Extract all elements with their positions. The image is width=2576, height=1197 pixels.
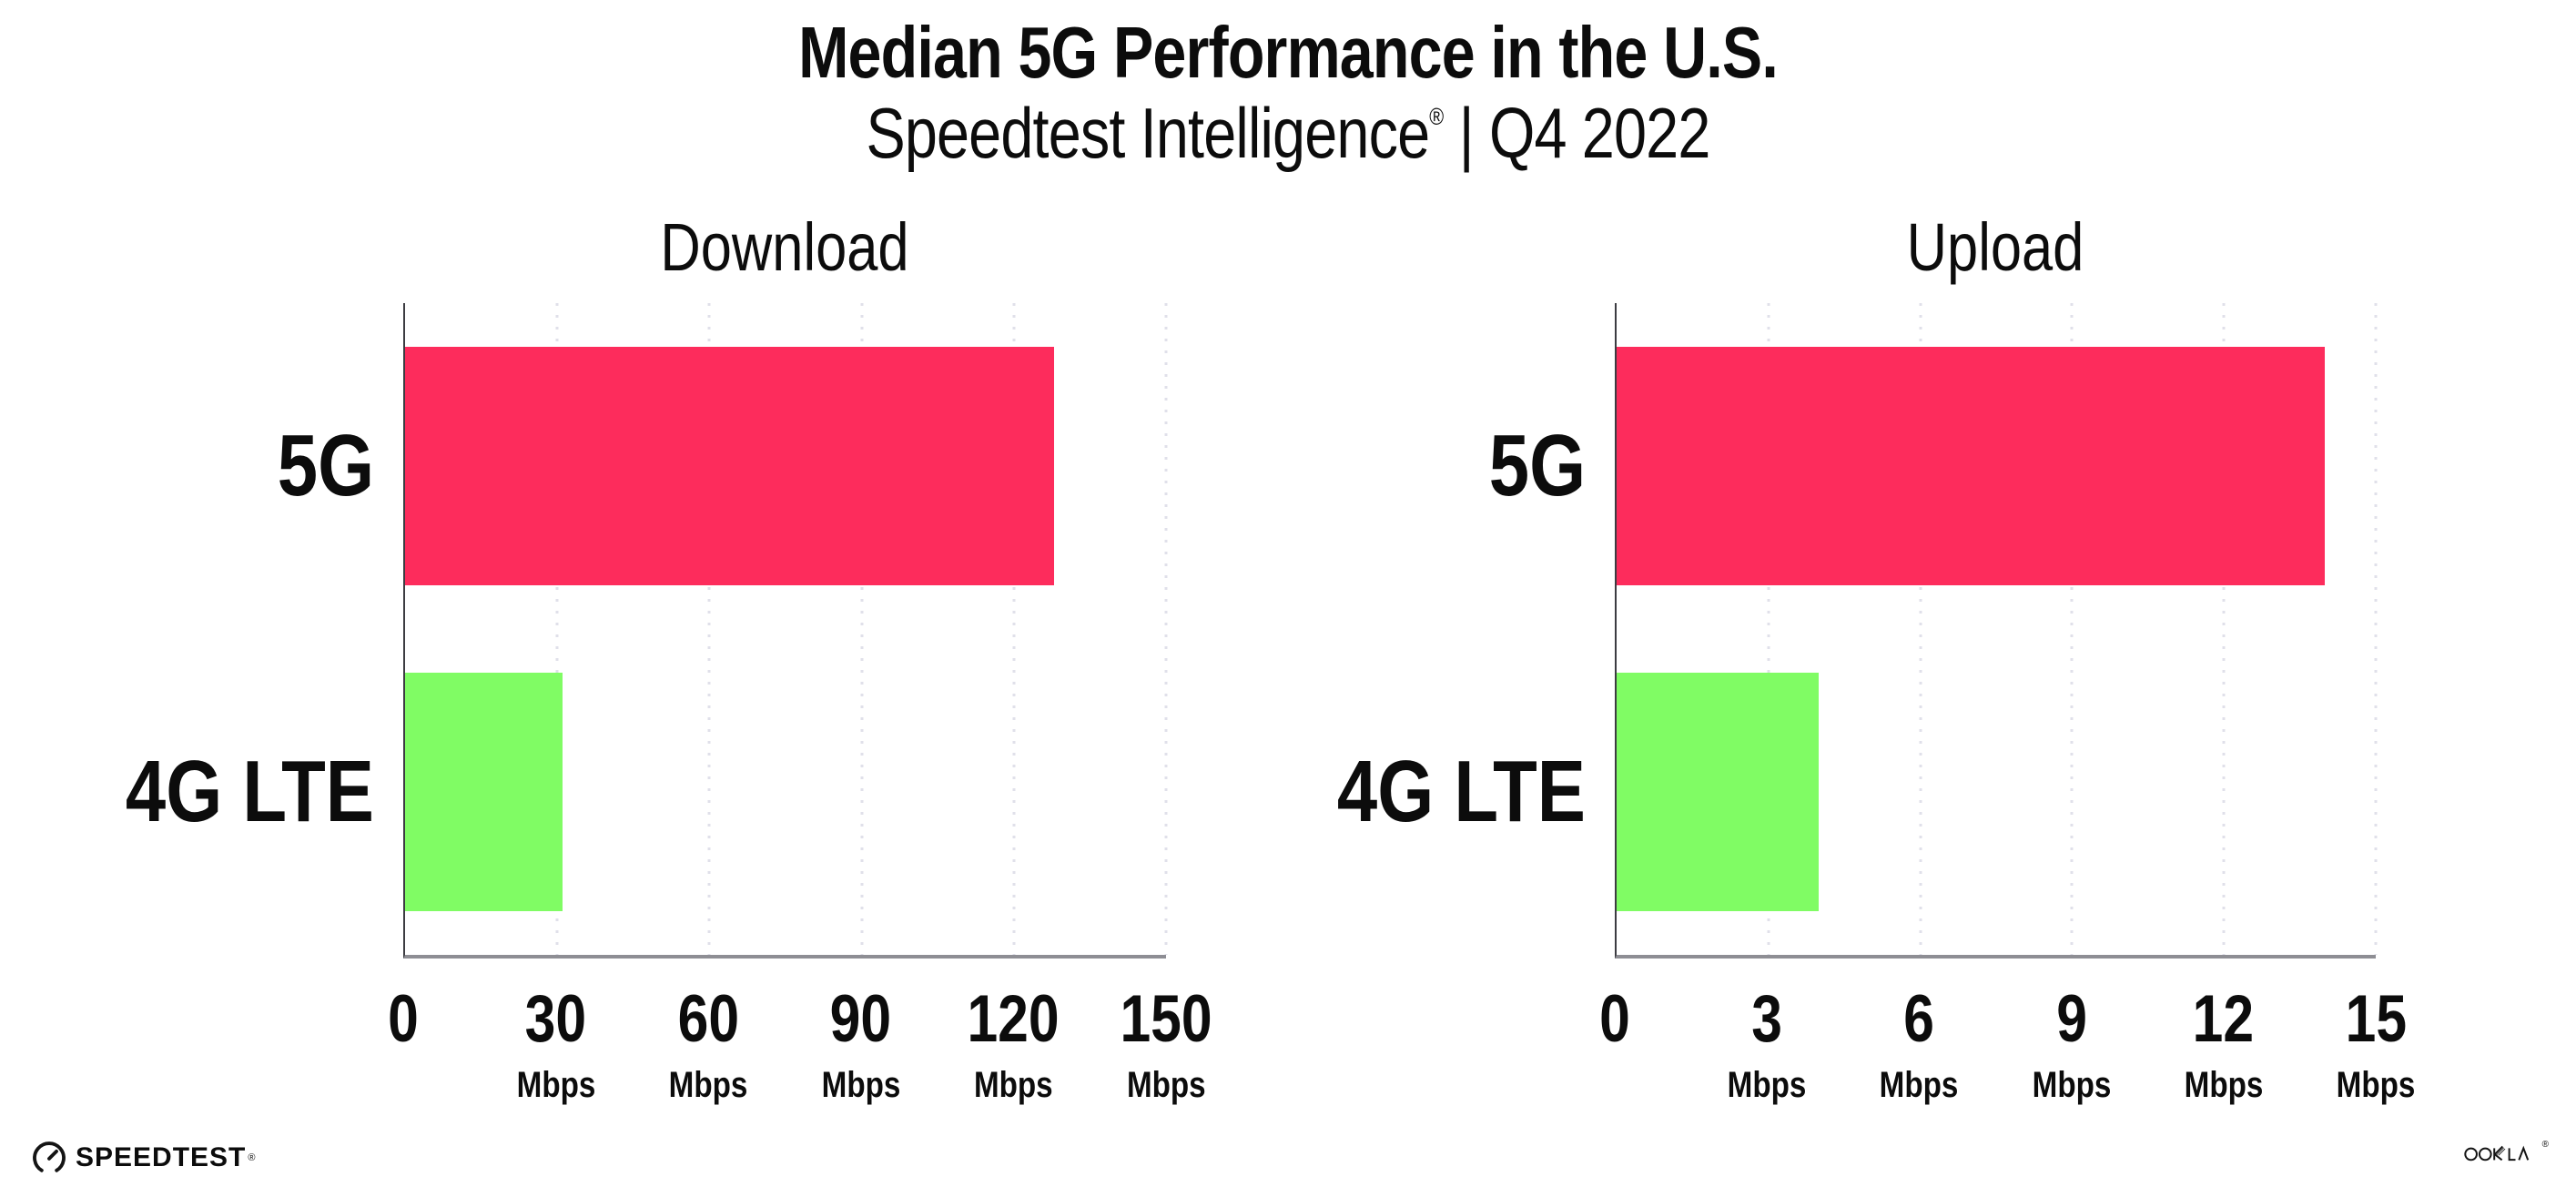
subtitle-brand: Speedtest Intelligence bbox=[866, 93, 1430, 173]
gridline-60-mbps bbox=[707, 303, 711, 955]
ookla-registered-mark: ® bbox=[2541, 1140, 2549, 1150]
bar-4g-lte-upload bbox=[1617, 673, 1820, 911]
download-chart: Download 5G 4G LTE 0 30 Mbps 60 Mbps 90 Mbps 120 Mb… bbox=[126, 214, 1212, 1104]
x-tick-60: 60 Mbps bbox=[668, 982, 748, 1105]
ookla-wordmark bbox=[2463, 1145, 2529, 1161]
gridline-6-mbps bbox=[1919, 303, 1922, 955]
bar-4g-lte-download bbox=[405, 673, 563, 911]
gridline-12-mbps bbox=[2222, 303, 2226, 955]
category-label-4g-lte: 4G LTE bbox=[1336, 743, 1586, 840]
gridline-30-mbps bbox=[555, 303, 559, 955]
upload-chart: Upload 5G 4G LTE 0 3 Mbps 6 Mbps 9 Mbps 12 Mbps 15 Mb… bbox=[1337, 214, 2415, 1104]
x-axis-upload: 0 3 Mbps 6 Mbps 9 Mbps 12 Mbps 15 Mbps bbox=[1599, 982, 2415, 1150]
x-tick-9: 9 Mbps bbox=[2032, 982, 2111, 1105]
x-tick-3: 3 Mbps bbox=[1727, 982, 1807, 1105]
chart-title-upload: Upload bbox=[1906, 209, 2084, 285]
gridline-90-mbps bbox=[860, 303, 864, 955]
gridline-150-mbps bbox=[1164, 303, 1168, 955]
subtitle-period: | Q4 2022 bbox=[1458, 93, 1711, 173]
plot-area-upload: 5G 4G LTE bbox=[1337, 303, 2378, 959]
bar-5g-upload bbox=[1617, 347, 2326, 585]
gridline-120-mbps bbox=[1012, 303, 1016, 955]
speedtest-registered-mark: ® bbox=[248, 1152, 256, 1163]
gridline-9-mbps bbox=[2070, 303, 2074, 955]
gridline-3-mbps bbox=[1767, 303, 1770, 955]
ookla-logo: ® bbox=[2463, 1140, 2549, 1163]
category-label-4g-lte: 4G LTE bbox=[125, 743, 374, 840]
category-label-5g: 5G bbox=[277, 417, 374, 514]
category-row-4g-lte: 4G LTE bbox=[126, 629, 1166, 955]
x-axis-download: 0 30 Mbps 60 Mbps 90 Mbps 120 Mbps 150 Mbps bbox=[388, 982, 1212, 1150]
page-title: Median 5G Performance in the U.S. bbox=[798, 12, 1779, 93]
chart-title-download: Download bbox=[660, 209, 909, 285]
x-tick-90: 90 Mbps bbox=[821, 982, 901, 1105]
page-subtitle: Speedtest Intelligence® | Q4 2022 bbox=[780, 93, 1797, 173]
bar-5g-download bbox=[405, 347, 1055, 585]
category-row-4g-lte: 4G LTE bbox=[1337, 629, 2376, 955]
gridline-15-mbps bbox=[2374, 303, 2378, 955]
x-tick-6: 6 Mbps bbox=[1880, 982, 1959, 1105]
x-tick-150: 150 Mbps bbox=[1120, 982, 1212, 1105]
x-tick-15: 15 Mbps bbox=[2336, 982, 2416, 1105]
speedtest-label: SPEEDTEST bbox=[76, 1142, 247, 1172]
speedtest-logo: SPEEDTEST ® bbox=[31, 1140, 255, 1176]
x-tick-30: 30 Mbps bbox=[516, 982, 595, 1105]
speedtest-gauge-icon bbox=[33, 1141, 66, 1172]
x-tick-0: 0 bbox=[388, 982, 419, 1056]
x-tick-120: 120 Mbps bbox=[967, 982, 1060, 1105]
x-tick-12: 12 Mbps bbox=[2184, 982, 2264, 1105]
x-tick-0: 0 bbox=[1599, 982, 1630, 1056]
category-row-5g: 5G bbox=[1489, 303, 2376, 629]
registered-mark: ® bbox=[1429, 103, 1445, 130]
category-row-5g: 5G bbox=[278, 303, 1166, 629]
category-label-5g: 5G bbox=[1488, 417, 1586, 514]
plot-area-download: 5G 4G LTE bbox=[126, 303, 1168, 959]
